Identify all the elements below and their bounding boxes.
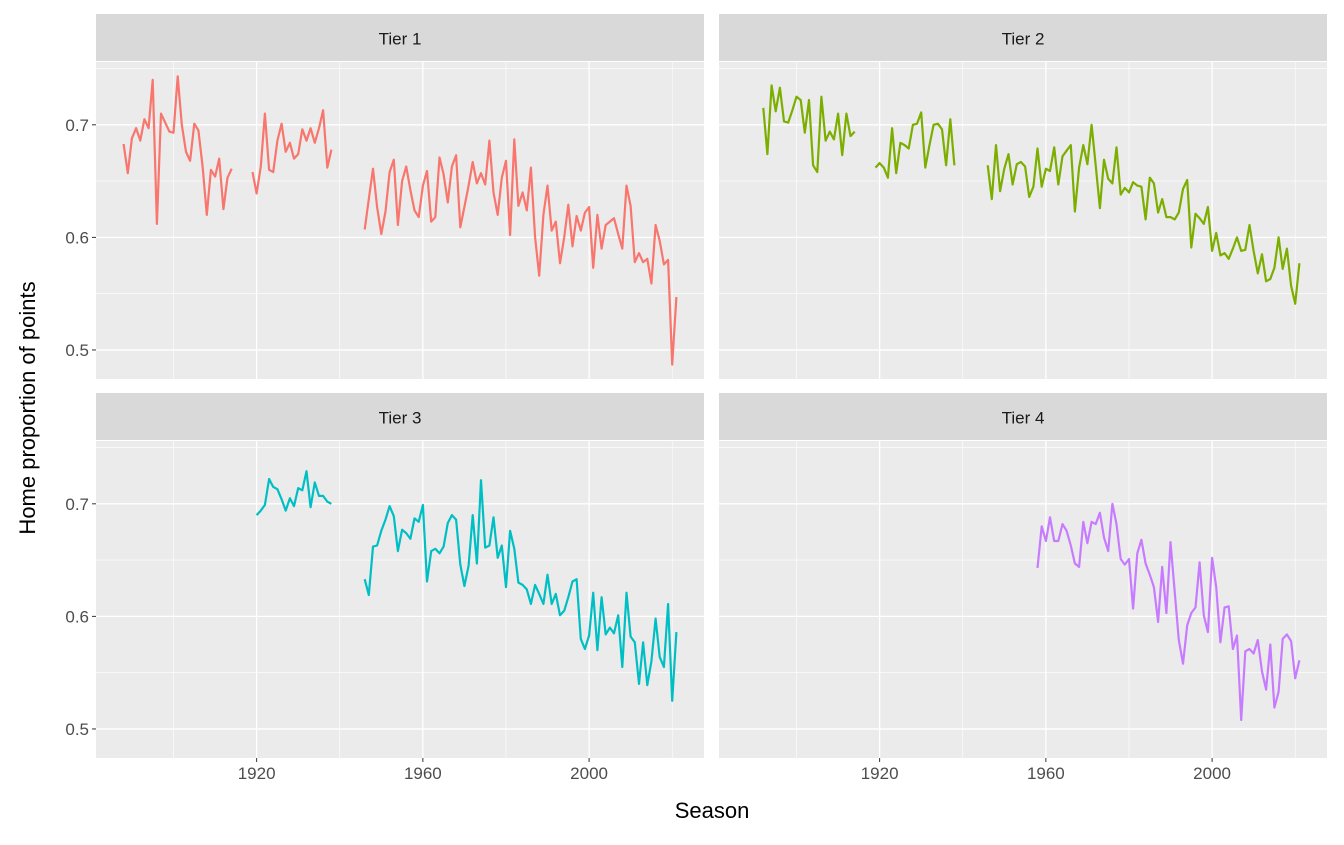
facet-strip-label: Tier 4 — [1002, 409, 1045, 428]
series-line-segment — [874, 111, 956, 179]
y-axis-title: Home proportion of points — [15, 281, 40, 534]
y-tick-label: 0.6 — [65, 607, 89, 626]
series-line-segment — [762, 84, 856, 174]
x-tick-label: 2000 — [1193, 764, 1231, 783]
facet-tier-1: Tier 1 0.5 0.6 0.7 — [65, 14, 704, 379]
facet-tier-4: Tier 4 1920 1960 2000 — [719, 393, 1327, 783]
x-tick-label: 1920 — [238, 764, 276, 783]
series-line-segment — [363, 479, 678, 702]
facet-strip — [719, 14, 1327, 61]
facet-strip — [719, 393, 1327, 440]
x-axis-title: Season — [675, 798, 750, 823]
facet-tier-3: Tier 3 0.5 0.6 0.7 1920 1960 2000 — [65, 393, 704, 783]
facet-strip — [96, 14, 704, 61]
x-tick-label: 2000 — [570, 764, 608, 783]
x-tick-label: 1960 — [1027, 764, 1065, 783]
y-tick-label: 0.5 — [65, 341, 89, 360]
y-tick-label: 0.6 — [65, 228, 89, 247]
y-tick-label: 0.7 — [65, 116, 89, 135]
series-line-segment — [122, 75, 233, 225]
panel-background — [96, 62, 704, 379]
panel-background — [96, 441, 704, 758]
y-tick-label: 0.5 — [65, 720, 89, 739]
series-line-segment — [255, 470, 332, 516]
series-line-segment — [1036, 502, 1301, 722]
facet-tier-2: Tier 2 — [719, 14, 1327, 379]
series-line-segment — [251, 109, 333, 195]
series-line-segment — [986, 123, 1301, 305]
y-tick-label: 0.7 — [65, 495, 89, 514]
x-tick-label: 1920 — [861, 764, 899, 783]
panel-background — [719, 441, 1327, 758]
facet-strip-label: Tier 2 — [1002, 30, 1045, 49]
facet-strip-label: Tier 1 — [379, 30, 422, 49]
series-line-segment — [363, 138, 678, 366]
facet-strip — [96, 393, 704, 440]
x-tick-label: 1960 — [404, 764, 442, 783]
facet-strip-label: Tier 3 — [379, 409, 422, 428]
